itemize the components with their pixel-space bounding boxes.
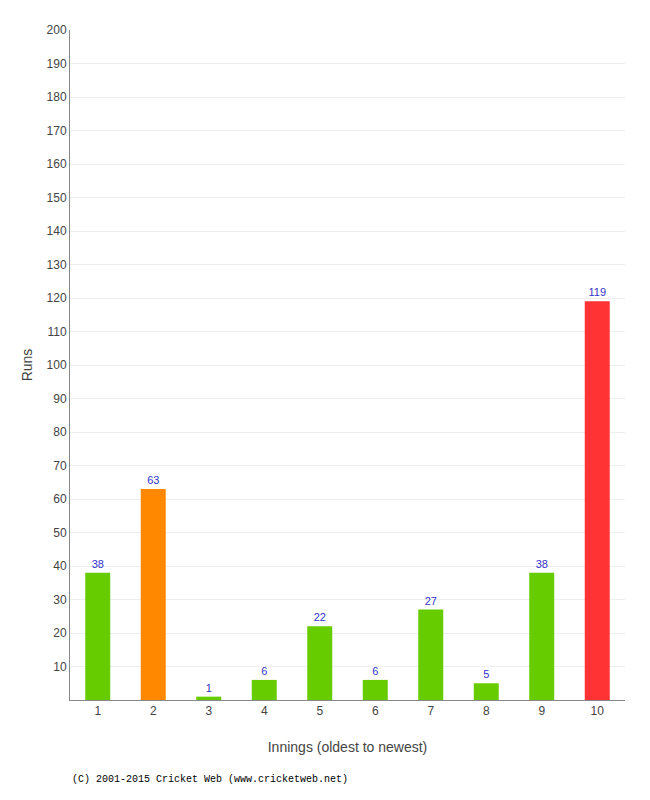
svg-text:22: 22 — [314, 611, 326, 623]
svg-text:90: 90 — [53, 392, 67, 406]
svg-text:5: 5 — [316, 704, 323, 718]
svg-text:3: 3 — [205, 704, 212, 718]
svg-text:40: 40 — [53, 559, 67, 573]
svg-text:1: 1 — [206, 682, 212, 694]
svg-text:140: 140 — [47, 224, 67, 238]
svg-text:120: 120 — [47, 291, 67, 305]
svg-text:8: 8 — [483, 704, 490, 718]
svg-text:1: 1 — [94, 704, 101, 718]
svg-text:6: 6 — [372, 704, 379, 718]
svg-text:200: 200 — [47, 23, 67, 37]
svg-text:130: 130 — [47, 258, 67, 272]
svg-text:63: 63 — [147, 474, 159, 486]
svg-text:30: 30 — [53, 593, 67, 607]
svg-text:20: 20 — [53, 626, 67, 640]
svg-text:60: 60 — [53, 492, 67, 506]
svg-text:38: 38 — [92, 558, 104, 570]
svg-text:50: 50 — [53, 526, 67, 540]
svg-text:10: 10 — [591, 704, 605, 718]
svg-text:27: 27 — [425, 595, 437, 607]
svg-text:6: 6 — [372, 665, 378, 677]
svg-text:10: 10 — [53, 660, 67, 674]
svg-text:2: 2 — [150, 704, 157, 718]
svg-text:9: 9 — [538, 704, 545, 718]
svg-text:190: 190 — [47, 57, 67, 71]
svg-text:(C) 2001-2015 Cricket Web (www: (C) 2001-2015 Cricket Web (www.cricketwe… — [72, 774, 348, 785]
svg-text:150: 150 — [47, 191, 67, 205]
svg-text:100: 100 — [47, 358, 67, 372]
svg-text:180: 180 — [47, 90, 67, 104]
svg-text:Innings (oldest to newest): Innings (oldest to newest) — [268, 739, 428, 755]
svg-text:70: 70 — [53, 459, 67, 473]
svg-text:4: 4 — [261, 704, 268, 718]
svg-text:6: 6 — [261, 665, 267, 677]
svg-text:5: 5 — [483, 668, 489, 680]
svg-text:80: 80 — [53, 425, 67, 439]
svg-text:119: 119 — [588, 286, 606, 298]
svg-text:170: 170 — [47, 124, 67, 138]
svg-text:160: 160 — [47, 157, 67, 171]
svg-text:38: 38 — [536, 558, 548, 570]
svg-text:7: 7 — [427, 704, 434, 718]
svg-text:Runs: Runs — [19, 349, 35, 382]
svg-text:110: 110 — [47, 325, 66, 339]
